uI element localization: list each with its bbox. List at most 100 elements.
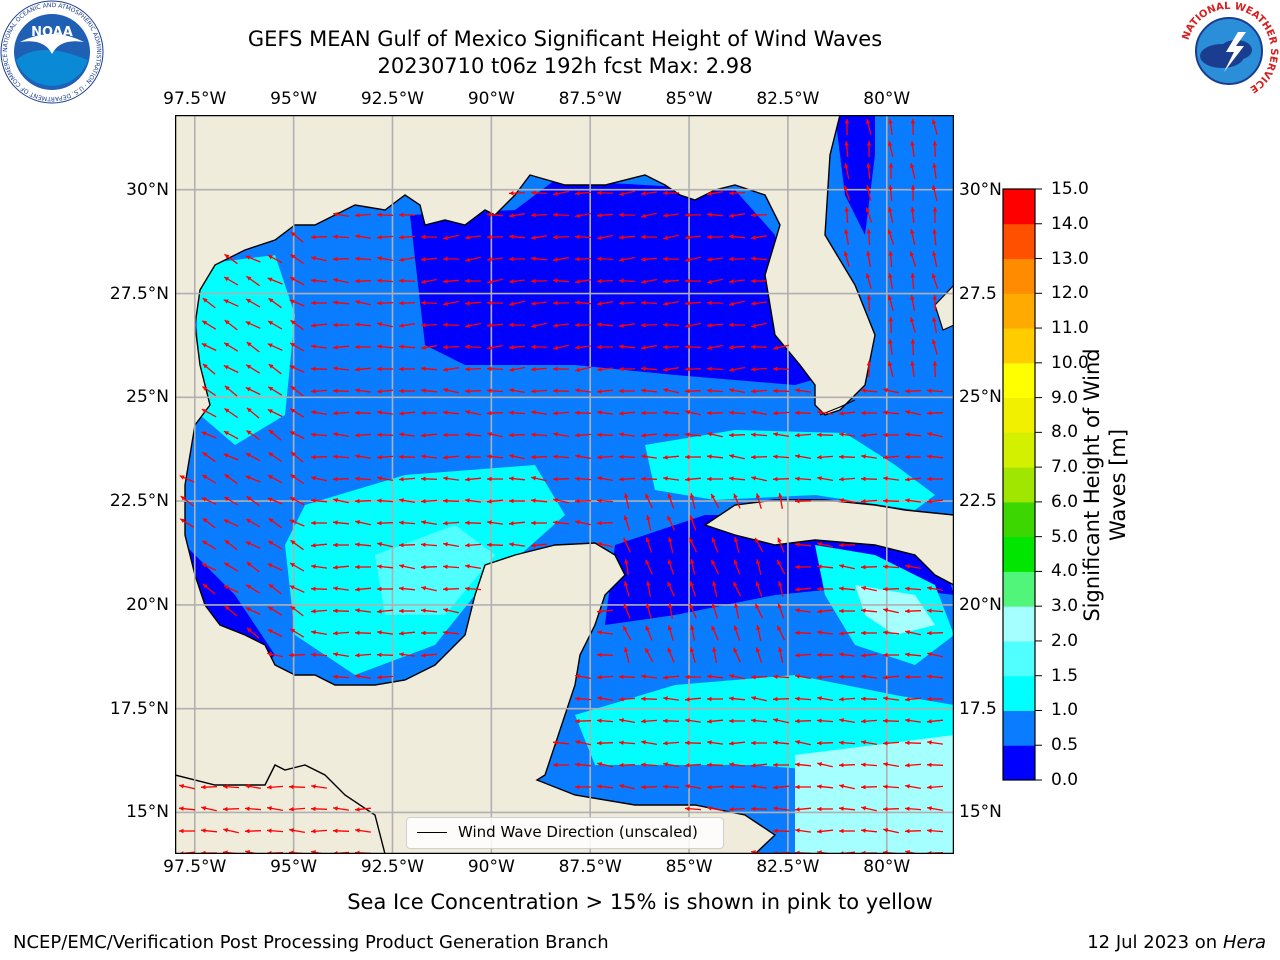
wave-direction-arrowhead — [751, 718, 756, 723]
wave-direction-arrowhead — [289, 828, 294, 833]
lat-tick-label-right: 20°N — [959, 594, 1002, 615]
wave-direction-arrowhead — [267, 497, 273, 502]
wave-direction-arrowhead — [575, 256, 580, 262]
wave-direction-arrowhead — [223, 299, 229, 304]
wave-direction-arrowhead — [689, 515, 694, 521]
wave-direction-arrowhead — [553, 345, 559, 351]
wave-direction-arrowhead — [861, 433, 866, 438]
wave-direction-arrowhead — [645, 493, 650, 499]
wave-direction-arrowhead — [883, 718, 888, 724]
lat-tick-label-left: 27.5°N — [109, 283, 169, 304]
wave-direction-arrowhead — [751, 696, 757, 701]
wave-direction-arrowhead — [888, 163, 894, 168]
wave-direction-arrowhead — [465, 323, 470, 328]
wave-direction-arrowhead — [421, 454, 426, 459]
wave-direction-arrowhead — [311, 278, 316, 283]
wave-direction-arrowhead — [267, 475, 273, 480]
wave-direction-arrowhead — [399, 366, 404, 372]
lon-tick-label-top: 85°W — [665, 89, 713, 109]
wave-direction-arrowhead — [751, 388, 756, 394]
colorbar-tick-label: 2.0 — [1051, 630, 1079, 651]
wave-direction-arrowhead — [290, 254, 296, 259]
wave-direction-arrowhead — [905, 718, 910, 723]
wave-direction-arrowhead — [333, 300, 338, 305]
wave-direction-arrowhead — [597, 696, 602, 701]
wave-direction-arrowhead — [861, 784, 866, 790]
wave-direction-arrowhead — [421, 520, 426, 525]
wave-direction-arrowhead — [866, 361, 872, 366]
wave-direction-arrowhead — [311, 476, 317, 481]
wave-direction-arrowhead — [817, 740, 822, 746]
wave-direction-arrowhead — [839, 498, 844, 503]
wave-direction-arrowhead — [246, 584, 252, 590]
colorbar-segment — [1003, 258, 1035, 294]
wave-direction-arrowhead — [817, 432, 822, 438]
wave-direction-arrowhead — [619, 432, 624, 437]
wave-direction-arrowhead — [707, 410, 712, 416]
wave-direction-arrowhead — [641, 345, 646, 350]
wave-direction-arrowhead — [377, 609, 382, 614]
wave-direction-arrowhead — [421, 410, 426, 416]
wave-direction-arrowhead — [619, 257, 624, 262]
wave-direction-arrowhead — [751, 476, 757, 481]
wave-direction-arrowhead — [289, 519, 295, 524]
wave-direction-arrowhead — [509, 432, 514, 438]
wave-direction-arrowhead — [355, 388, 360, 393]
wave-direction-arrowhead — [707, 806, 712, 811]
wave-direction-arrowhead — [399, 454, 404, 460]
wave-direction-arrowhead — [465, 344, 470, 350]
wave-direction-arrowhead — [597, 542, 603, 547]
wave-direction-arrowhead — [663, 455, 668, 460]
wave-direction-arrowhead — [421, 608, 426, 613]
wave-direction-arrowhead — [355, 476, 360, 482]
wave-direction-arrowhead — [861, 476, 866, 482]
wave-direction-arrowhead — [619, 674, 624, 680]
wave-direction-arrowhead — [201, 806, 207, 811]
wave-direction-arrowhead — [646, 581, 651, 586]
wave-direction-arrowhead — [289, 299, 295, 304]
wave-direction-arrowhead — [729, 256, 734, 262]
wave-direction-arrowhead — [421, 279, 426, 284]
wave-direction-arrowhead — [866, 141, 872, 146]
wave-direction-arrowhead — [663, 675, 668, 680]
wave-direction-arrowhead — [624, 493, 629, 499]
wave-direction-arrowhead — [839, 740, 844, 746]
wave-direction-arrowhead — [333, 454, 338, 460]
wave-direction-arrowhead — [531, 344, 536, 350]
wave-direction-arrowhead — [619, 366, 624, 372]
wave-direction-arrowhead — [623, 581, 629, 587]
wave-direction-arrowhead — [707, 323, 712, 328]
wave-direction-arrowhead — [377, 454, 382, 460]
wave-direction-arrowhead — [685, 388, 690, 394]
colorbar-segment — [1003, 328, 1035, 364]
wave-direction-arrowhead — [355, 652, 360, 658]
wave-direction-arrowhead — [377, 322, 383, 327]
wave-direction-arrowhead — [905, 608, 910, 614]
wave-direction-arrowhead — [399, 344, 404, 349]
wave-direction-arrowhead — [553, 300, 558, 306]
wave-direction-arrowhead — [509, 367, 514, 372]
wave-direction-arrowhead — [641, 279, 646, 284]
wave-direction-arrowhead — [421, 542, 426, 548]
wave-direction-arrowhead — [553, 476, 558, 482]
wave-direction-arrowhead — [290, 386, 296, 391]
wave-direction-arrowhead — [553, 366, 558, 372]
land-florida-keys — [819, 399, 856, 416]
wave-direction-arrowhead — [290, 343, 296, 348]
lon-tick-label-bottom: 87.5°W — [558, 857, 622, 877]
wave-direction-arrowhead — [597, 213, 602, 218]
wave-direction-arrowhead — [224, 277, 230, 282]
wave-direction-arrowhead — [817, 718, 822, 724]
wave-direction-arrowhead — [619, 454, 624, 460]
wave-direction-arrowhead — [910, 295, 915, 300]
wave-direction-arrowhead — [641, 257, 646, 262]
wave-direction-arrowhead — [245, 387, 251, 392]
colorbar-segment — [1003, 223, 1035, 260]
wave-direction-arrowhead — [641, 433, 646, 438]
wave-direction-arrowhead — [509, 213, 514, 218]
lat-tick-label-right: 25°N — [959, 387, 1002, 408]
wave-direction-arrowhead — [777, 581, 783, 587]
wave-direction-arrowhead — [245, 806, 250, 812]
wave-direction-arrowhead — [531, 301, 536, 306]
wave-direction-arrowhead — [839, 696, 844, 702]
